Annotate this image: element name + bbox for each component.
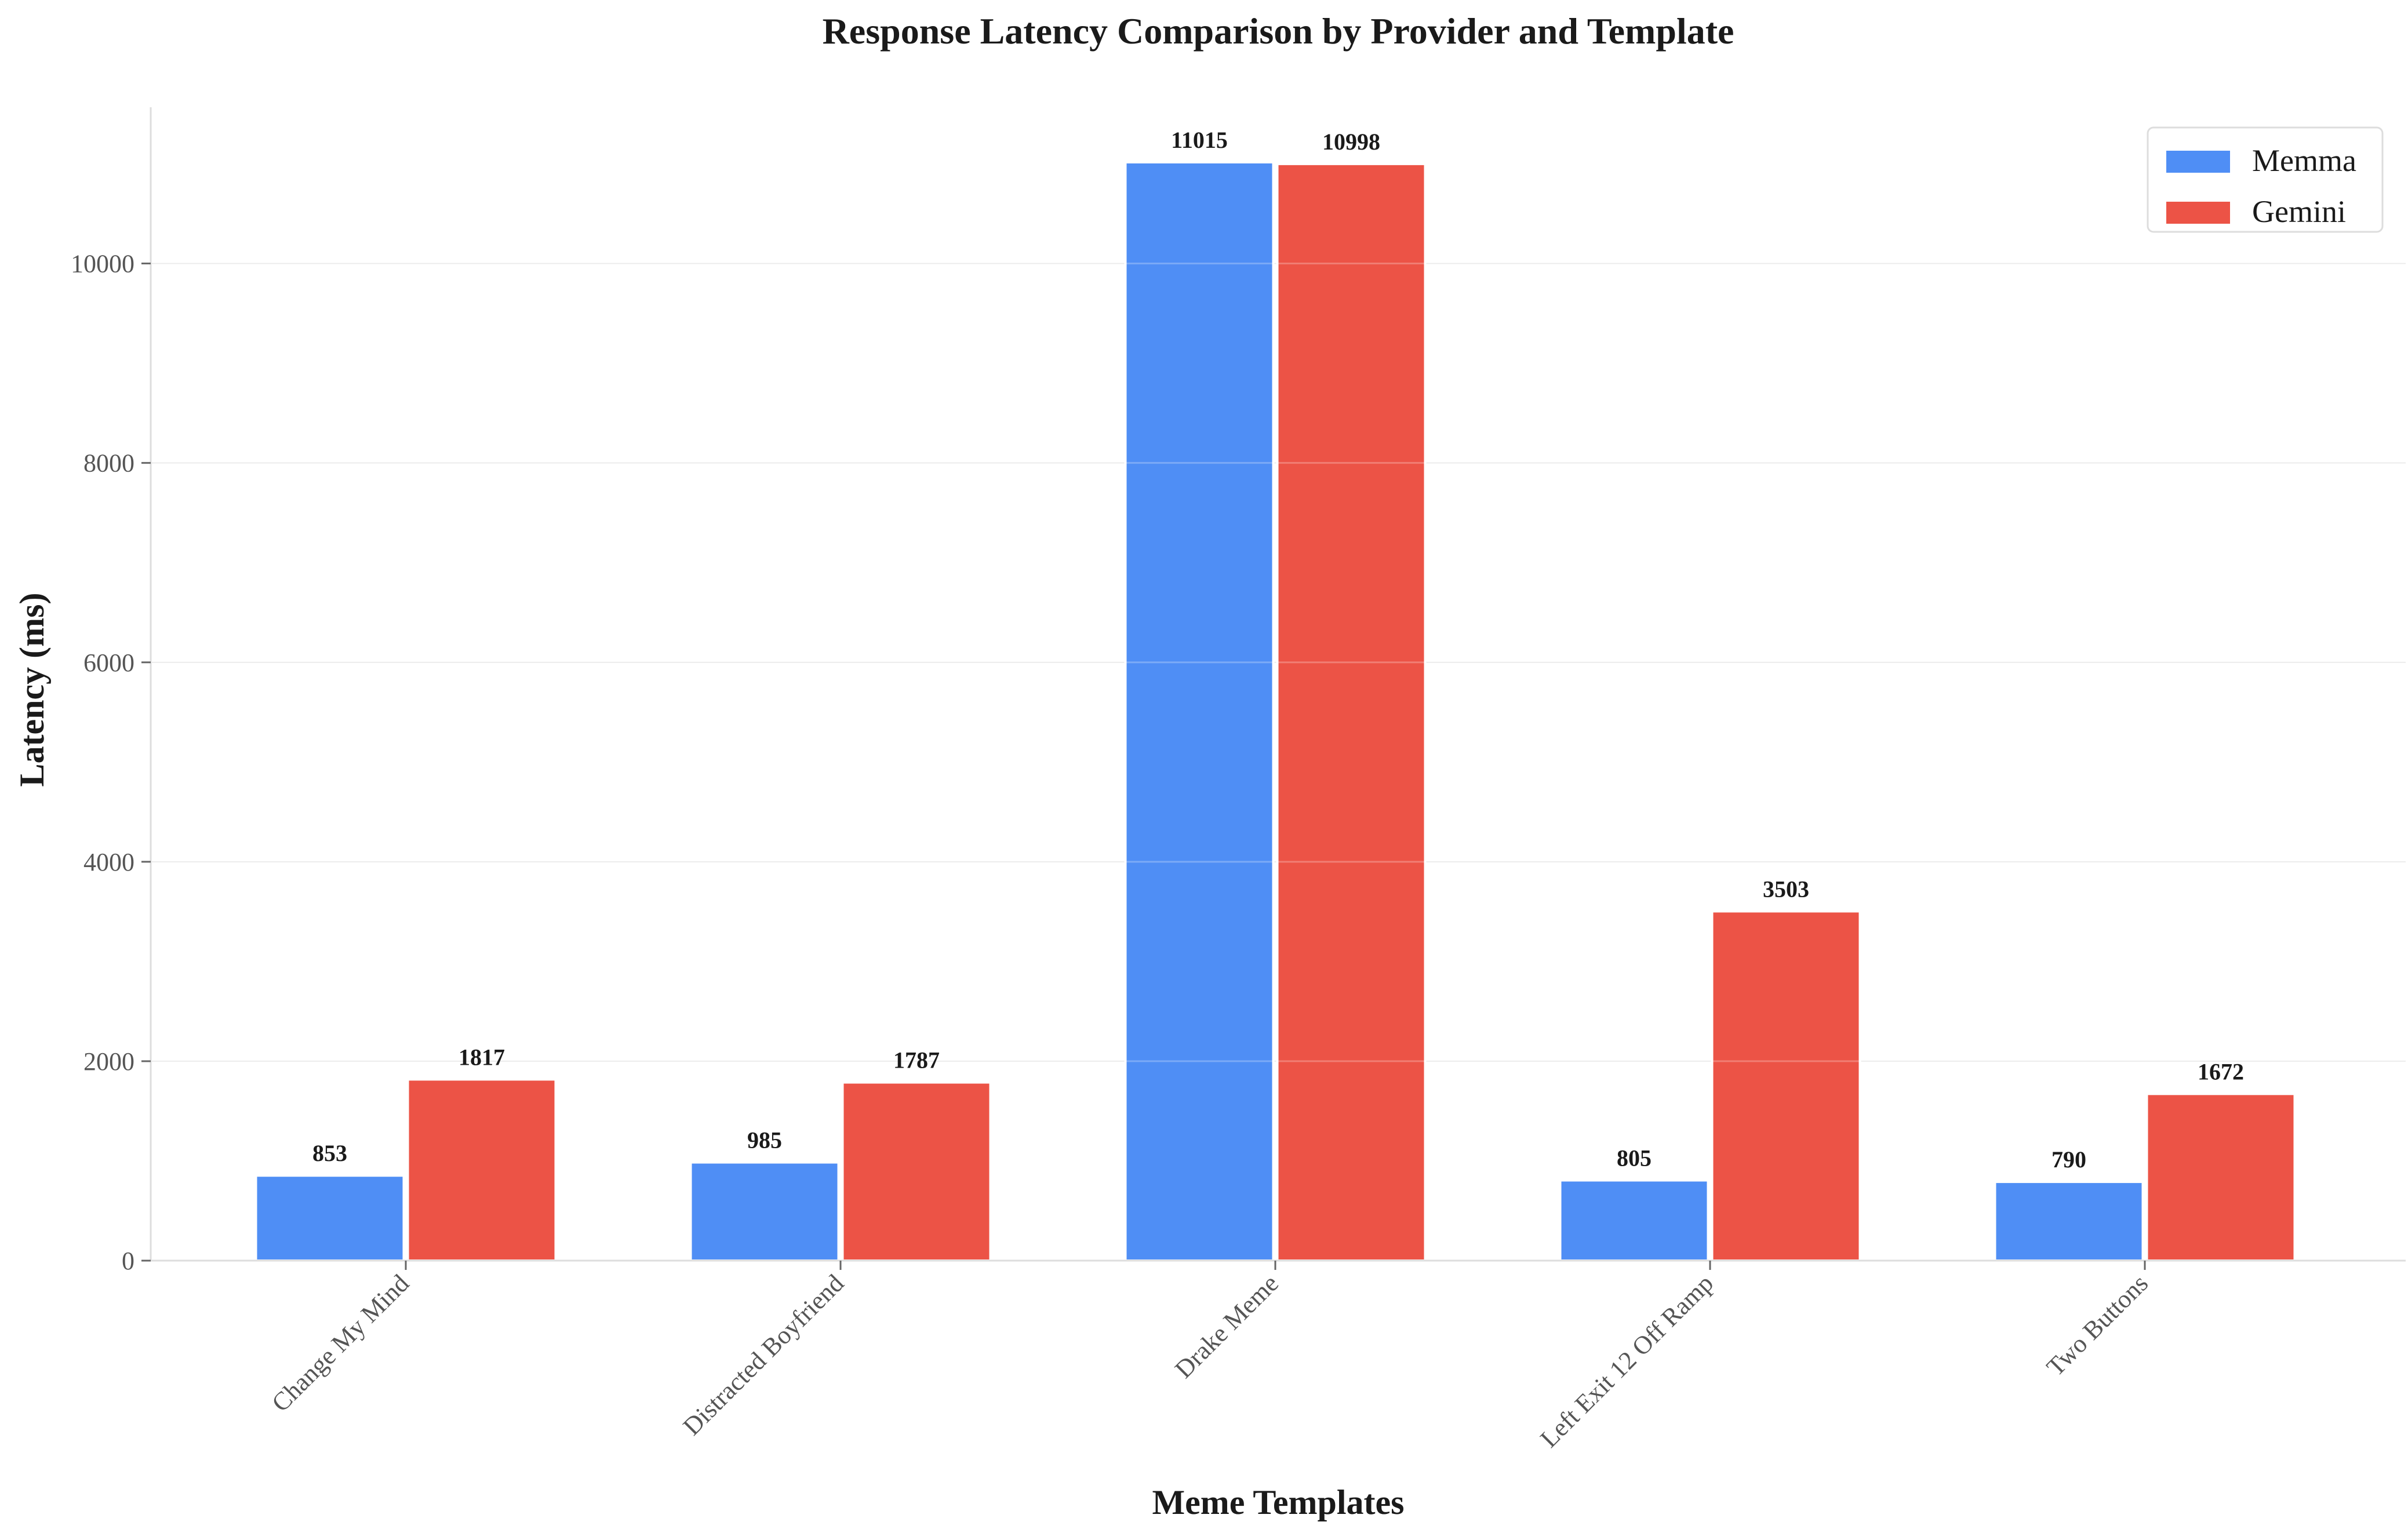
data-label-gemini-3: 3503 [1763, 876, 1809, 902]
chart-title: Response Latency Comparison by Provider … [823, 10, 1734, 52]
y-tick-label: 0 [122, 1247, 134, 1275]
data-label-memma-0: 853 [312, 1140, 347, 1166]
data-label-gemini-2: 10998 [1322, 129, 1380, 155]
bar-gemini-0 [406, 1078, 557, 1262]
data-label-gemini-4: 1672 [2198, 1058, 2244, 1084]
bar-memma-3 [1559, 1179, 1709, 1262]
y-tick-label: 8000 [83, 449, 134, 478]
data-label-gemini-1: 1787 [893, 1047, 940, 1073]
bar-memma-1 [689, 1161, 840, 1262]
x-tick-label: Drake Meme [1169, 1269, 1284, 1384]
x-tick-label: Change My Mind [266, 1269, 414, 1417]
legend-label-memma: Memma [2252, 143, 2356, 178]
y-tick-label: 10000 [71, 250, 134, 278]
legend-label-gemini: Gemini [2252, 194, 2346, 229]
data-label-gemini-0: 1817 [459, 1044, 505, 1070]
bars [151, 161, 2406, 1262]
data-label-memma-2: 11015 [1171, 127, 1228, 153]
bar-gemini-1 [841, 1081, 992, 1262]
data-label-memma-3: 805 [1617, 1145, 1652, 1171]
y-tick-label: 4000 [83, 848, 134, 876]
y-tick-label: 6000 [83, 649, 134, 677]
bar-memma-2 [1124, 161, 1275, 1262]
bar-gemini-4 [2145, 1093, 2296, 1262]
x-tick-label: Distracted Boyfriend [678, 1269, 849, 1440]
value-labels: 853 1817 985 1787 11015 10998 805 3503 790 1672 [312, 127, 2244, 1173]
y-tick-label: 2000 [83, 1047, 134, 1076]
x-axis-title: Meme Templates [1152, 1483, 1405, 1521]
y-axis-title: Latency (ms) [13, 593, 51, 787]
data-label-memma-1: 985 [747, 1127, 782, 1153]
legend-swatch-gemini [2166, 202, 2230, 224]
x-tick-label: Left Exit 12 Off Ramp [1535, 1269, 1719, 1452]
bar-memma-0 [254, 1174, 405, 1262]
bar-gemini-3 [1711, 910, 1861, 1262]
legend-swatch-memma [2166, 151, 2230, 173]
data-label-memma-4: 790 [2051, 1146, 2086, 1173]
x-tick-label: Two Buttons [2041, 1269, 2154, 1381]
bar-gemini-2 [1276, 162, 1427, 1262]
legend: Memma Gemini [2147, 126, 2384, 233]
bar-memma-4 [1994, 1181, 2144, 1262]
